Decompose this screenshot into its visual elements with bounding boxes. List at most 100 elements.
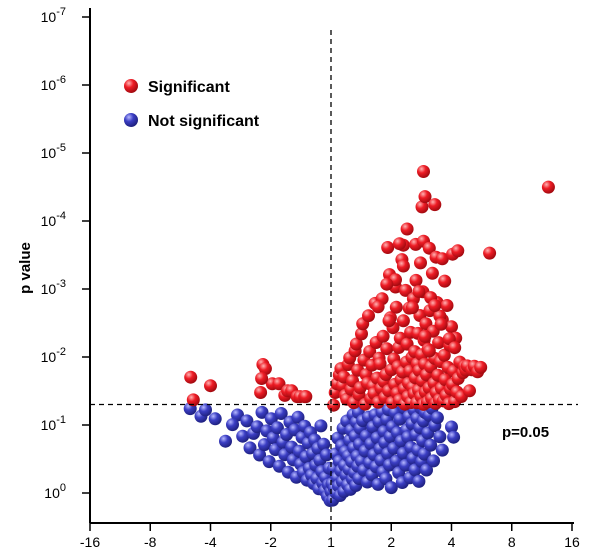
legend-label-significant: Significant [148,79,230,96]
point-not-significant [262,455,276,469]
y-tick-label: 10-6 [41,74,66,93]
point-significant [355,327,368,341]
point-not-significant [257,438,271,452]
point-not-significant [384,481,398,495]
point-significant [448,341,462,355]
legend-marker-significant [124,79,138,93]
point-not-significant [199,403,212,417]
point-significant [184,370,198,384]
point-significant [435,252,449,266]
y-tick-label: 10-2 [41,346,66,365]
legend: Significant Not significant [124,79,260,130]
x-tick-label: 8 [508,534,516,550]
point-significant [255,372,269,385]
x-tick-label: -8 [144,534,157,550]
point-not-significant [240,414,254,428]
point-significant [541,180,555,194]
point-significant [409,273,423,287]
x-tick-label: 16 [564,534,580,550]
y-tick-label: 10-7 [41,6,66,25]
point-significant [463,384,476,398]
point-not-significant [317,437,331,451]
point-significant [389,300,403,314]
x-tick-label: 1 [327,534,335,550]
point-not-significant [226,418,239,432]
y-tick-label: 100 [44,482,66,501]
point-significant [414,256,427,270]
point-significant [415,200,429,214]
point-significant [299,390,313,404]
legend-label-not-significant: Not significant [148,113,260,130]
y-tick-label: 10-5 [41,142,66,161]
point-not-significant [255,405,269,419]
point-significant [445,320,458,334]
point-not-significant [445,420,458,434]
point-not-significant [270,421,284,435]
x-tick-label: -16 [80,534,100,550]
point-not-significant [435,443,449,457]
threshold-label: p=0.05 [502,424,549,441]
point-significant [418,190,432,204]
point-significant [254,386,268,399]
point-significant [422,344,436,358]
y-tick-label: 10-1 [41,414,66,433]
point-significant [483,246,497,260]
point-significant [405,301,419,315]
point-significant [417,165,430,178]
point-significant [434,317,448,331]
point-significant [363,345,377,358]
legend-marker-not-significant [124,113,138,127]
point-significant [349,337,363,351]
y-axis-label: p value [17,242,34,294]
point-significant [399,283,413,297]
point-significant [380,342,394,356]
point-significant [373,357,387,371]
point-not-significant [291,410,305,424]
point-not-significant [208,412,222,426]
point-significant [418,329,432,343]
point-not-significant [266,431,280,445]
point-significant [371,300,385,314]
point-significant [362,309,375,323]
y-tick-label: 10-4 [41,210,66,229]
point-significant [381,241,395,254]
x-tick-label: -4 [204,534,217,550]
point-not-significant [274,407,288,420]
point-not-significant [433,430,447,444]
point-not-significant [430,411,444,425]
point-significant [382,314,396,328]
point-not-significant [243,441,257,455]
point-significant [396,314,410,328]
point-significant [422,241,436,255]
point-significant [258,362,272,376]
point-significant [376,329,390,343]
x-tick-label: -2 [265,534,278,550]
point-significant [428,198,442,212]
point-not-significant [236,429,250,443]
point-significant [204,379,217,393]
point-not-significant [314,419,328,433]
point-significant [380,277,394,291]
point-not-significant [231,408,244,422]
points-layer [183,165,555,507]
point-significant [425,266,439,280]
x-tick-label: 2 [387,534,395,550]
point-significant [451,244,465,258]
point-significant [440,299,454,312]
x-tick-label: 4 [448,534,456,550]
y-tick-label: 10-3 [41,278,66,297]
point-not-significant [427,454,440,468]
point-significant [186,393,200,407]
x-axis-ticks: -16 -8 -4 -2 1 2 4 8 16 [80,523,580,550]
point-significant [396,259,410,273]
point-significant [272,377,286,391]
point-not-significant [424,438,438,452]
point-not-significant [420,463,433,477]
point-significant [412,285,426,298]
point-significant [393,237,406,251]
point-significant [438,274,452,288]
point-significant [437,348,451,362]
point-not-significant [219,434,232,448]
point-significant [327,398,341,412]
